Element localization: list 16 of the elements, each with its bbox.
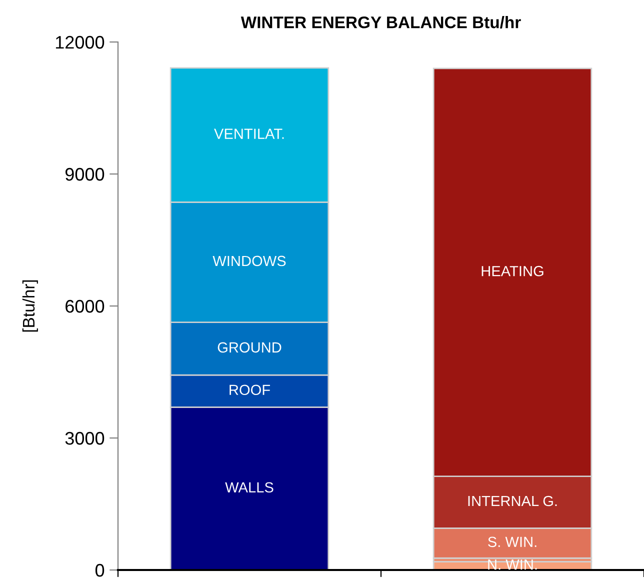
series-label: HEATING: [482, 266, 544, 276]
y-tick-label: 0: [95, 564, 104, 577]
chart-title: WINTER ENERGY BALANCE Btu/hr: [240, 16, 521, 28]
series-label: WALLS: [225, 482, 274, 493]
y-tick-label: 9000: [65, 168, 104, 181]
y-tick-label: 12000: [56, 36, 104, 49]
y-tick-label: 6000: [66, 300, 104, 313]
series-label: N. WIN.: [488, 560, 537, 570]
series-label: INTERNAL G.: [468, 496, 557, 506]
series-label: S. WIN.: [488, 536, 536, 548]
series-label: VENTILAT.: [214, 128, 284, 139]
series-label: GROUND: [218, 342, 282, 353]
series-label: WINDOWS: [212, 256, 286, 266]
y-tick-label: 3000: [65, 432, 104, 445]
y-axis-title: [Btu/hr]: [22, 280, 38, 332]
series-label: ROOF: [230, 384, 270, 396]
